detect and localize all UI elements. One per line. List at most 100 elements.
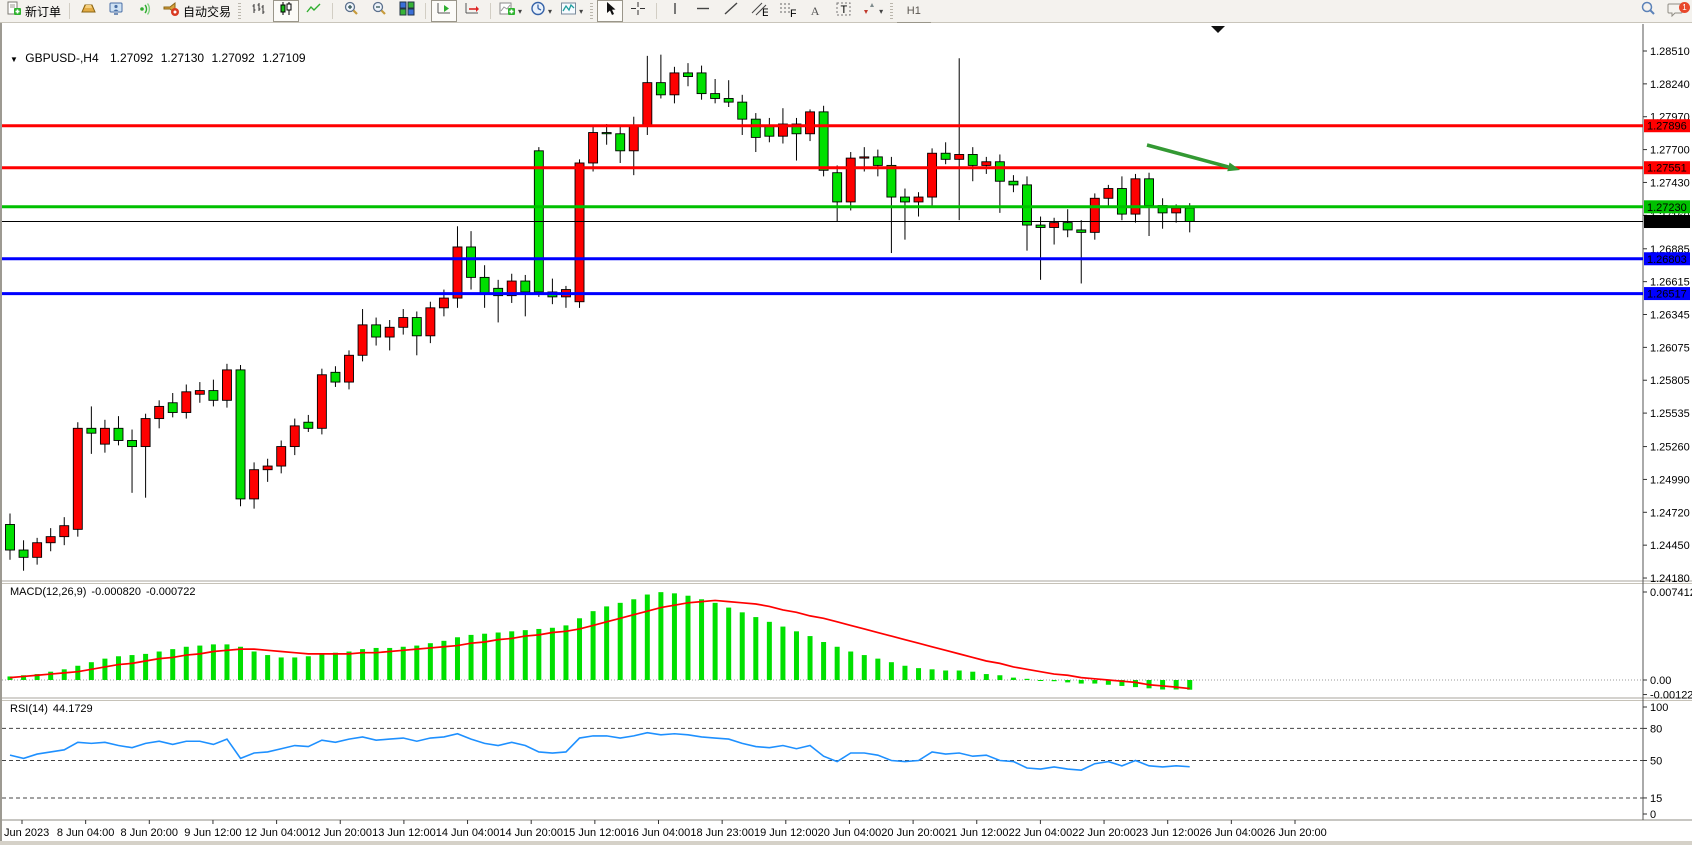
macd-axis-label: -0.001226 [1650, 690, 1692, 702]
tile-windows-button[interactable] [394, 0, 420, 22]
indicators-button[interactable]: ▾ [496, 0, 525, 22]
rsi-axis-label: 0 [1650, 809, 1656, 821]
macd-name: MACD(12,26,9) [10, 586, 87, 598]
time-axis-label: 26 Jun 20:00 [1263, 827, 1327, 839]
deposit-button[interactable] [75, 0, 101, 22]
symbol-dropdown-icon[interactable]: ▼ [10, 55, 18, 64]
vertical-line-tool-button[interactable] [662, 0, 688, 22]
trendline-tool-button[interactable] [718, 0, 744, 22]
time-axis-label: 15 Jun 12:00 [563, 827, 627, 839]
arrows-icon [861, 1, 877, 21]
time-axis-label: 9 Jun 12:00 [184, 827, 242, 839]
price-tick-label: 1.28240 [1650, 79, 1690, 91]
signal-waves-icon [136, 1, 153, 21]
price-level-label-box [1644, 287, 1690, 301]
text-icon: A [810, 3, 820, 18]
candlestick-mode-button[interactable] [273, 0, 300, 22]
rsi-axis-label: 15 [1650, 793, 1662, 805]
symbol-period-label: GBPUSD-,H4 [25, 51, 99, 65]
auto-trading-button[interactable]: 自动交易 [159, 0, 234, 22]
arrows-tool-button[interactable]: ▾ [858, 0, 886, 22]
chart-shift-marker[interactable] [1211, 26, 1225, 33]
indicators-dropdown-caret[interactable]: ▾ [518, 6, 523, 16]
zoom-in-icon [343, 1, 360, 22]
bar-open-value: 1.27092 [109, 51, 154, 65]
indicators-icon [499, 1, 516, 21]
notification-badge: 1 [1679, 2, 1690, 13]
line-chart-mode-button[interactable] [301, 0, 327, 22]
text-tool-button[interactable]: A [802, 0, 828, 22]
vertical-line-icon [669, 1, 681, 21]
price-tick-label: 1.24450 [1650, 540, 1690, 552]
price-level-label-box [1644, 215, 1690, 229]
symbol-info-bar[interactable]: ▼ GBPUSD-,H4 1.27092 1.27130 1.27092 1.2… [10, 51, 306, 65]
toolbar-grip[interactable] [890, 3, 894, 19]
macd-axis-label: 0.00 [1650, 675, 1671, 687]
time-axis-label: 7 Jun 2023 [2, 827, 49, 839]
arrows-dropdown-caret[interactable]: ▾ [879, 6, 884, 16]
svg-text:T: T [840, 4, 847, 16]
price-level-label-box [1644, 200, 1690, 214]
crosshair-icon [630, 1, 646, 21]
rsi-axis-label: 100 [1650, 702, 1668, 714]
equidistant-channel-tool-button[interactable]: E [746, 0, 772, 22]
auto-trading-icon [162, 1, 180, 22]
market-button[interactable] [103, 0, 129, 22]
price-level-label: 1.27896 [1647, 121, 1687, 133]
time-axis-label: 12 Jun 20:00 [308, 827, 372, 839]
text-label-tool-button[interactable]: T [830, 0, 856, 22]
macd-signal-value: -0.000722 [145, 586, 196, 598]
zoom-out-button[interactable] [366, 0, 392, 22]
templates-dropdown-caret[interactable]: ▾ [579, 6, 584, 16]
time-axis-label: 19 Jun 12:00 [754, 827, 818, 839]
svg-text:F: F [790, 8, 796, 17]
time-axis-label: 14 Jun 20:00 [499, 827, 563, 839]
time-axis-label: 8 Jun 20:00 [121, 827, 179, 839]
time-axis-label: 23 Jun 12:00 [1136, 827, 1200, 839]
candlestick-icon [278, 1, 294, 21]
horizontal-line-tool-button[interactable] [690, 0, 716, 22]
rsi-line [9, 731, 1190, 771]
chart-canvas[interactable]: 1.285101.282401.279701.277001.274301.271… [0, 23, 1692, 845]
zoom-in-button[interactable] [338, 0, 364, 22]
macd-axis-label: 0.007412 [1650, 587, 1692, 599]
signals-button[interactable] [131, 0, 157, 22]
time-axis-label: 22 Jun 20:00 [1072, 827, 1136, 839]
bar-high-value: 1.27130 [160, 51, 205, 65]
bar-chart-mode-button[interactable] [245, 0, 271, 22]
text-label-icon: T [835, 1, 852, 22]
chart-shift-icon [464, 1, 480, 21]
toolbar-grip[interactable] [590, 3, 594, 19]
new-order-button[interactable]: 新订单 [3, 0, 64, 22]
time-axis-label: 20 Jun 20:00 [881, 827, 945, 839]
templates-button[interactable]: ▾ [557, 0, 586, 22]
timeframe-H1[interactable]: H1 [906, 5, 921, 17]
price-tick-label: 1.27700 [1650, 145, 1690, 157]
time-axis-label: 14 Jun 04:00 [436, 827, 500, 839]
periods-button[interactable]: ▾ [527, 0, 555, 22]
macd-histogram [7, 592, 1193, 690]
price-tick-label: 1.28510 [1650, 46, 1690, 58]
notifications-button[interactable]: 1 [1663, 0, 1690, 22]
toolbar-grip[interactable] [238, 3, 242, 19]
candles [5, 54, 1195, 571]
cursor-tool-button[interactable] [597, 0, 624, 22]
price-tick-label: 1.25535 [1650, 408, 1690, 420]
periods-dropdown-caret[interactable]: ▾ [548, 6, 553, 16]
equidistant-channel-icon: E [750, 1, 769, 22]
window-bottom-edge [0, 841, 1692, 845]
fibonacci-tool-button[interactable]: F [774, 0, 800, 22]
trend-arrow-annotation[interactable] [1146, 143, 1240, 172]
chart-shift-button[interactable] [459, 0, 485, 22]
rsi-label: RSI(14) 44.1729 [10, 703, 98, 715]
price-tick-label: 1.26345 [1650, 310, 1690, 322]
crosshair-tool-button[interactable] [625, 0, 651, 22]
rsi-name: RSI(14) [10, 703, 48, 715]
time-axis-label: 22 Jun 04:00 [1009, 827, 1073, 839]
search-button[interactable] [1635, 0, 1661, 22]
price-level-label-box [1644, 119, 1690, 133]
auto-scroll-button[interactable] [431, 0, 458, 22]
line-chart-icon [306, 1, 322, 21]
price-tick-label: 1.24720 [1650, 507, 1690, 519]
